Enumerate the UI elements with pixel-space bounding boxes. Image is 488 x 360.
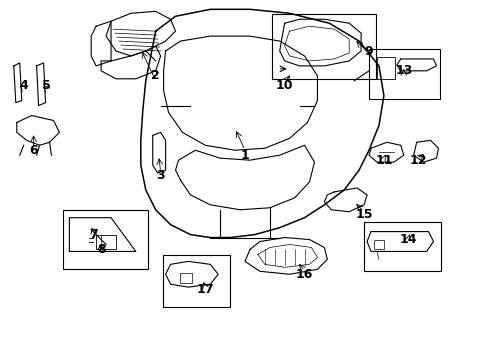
Text: 14: 14 — [399, 233, 417, 246]
Text: 10: 10 — [275, 79, 293, 92]
Text: 11: 11 — [374, 154, 392, 167]
Text: 2: 2 — [151, 69, 160, 82]
Text: 6: 6 — [29, 144, 38, 157]
Text: 13: 13 — [394, 64, 411, 77]
Bar — [271, 14, 375, 79]
Bar — [373, 239, 383, 249]
Text: 12: 12 — [409, 154, 427, 167]
Bar — [376, 57, 394, 79]
Bar — [368, 49, 440, 99]
Text: 7: 7 — [89, 228, 97, 241]
Bar — [364, 222, 441, 271]
Text: 8: 8 — [97, 243, 105, 256]
Text: 1: 1 — [240, 149, 249, 162]
Text: 15: 15 — [355, 208, 372, 221]
Text: 3: 3 — [156, 168, 164, 181]
Bar — [180, 273, 192, 283]
Text: 9: 9 — [364, 45, 372, 58]
Text: 17: 17 — [196, 283, 214, 296]
Bar — [163, 255, 230, 307]
Bar — [63, 210, 147, 269]
Bar — [96, 235, 116, 249]
Text: 5: 5 — [42, 79, 51, 92]
Text: 16: 16 — [295, 268, 313, 281]
Text: 4: 4 — [20, 79, 28, 92]
